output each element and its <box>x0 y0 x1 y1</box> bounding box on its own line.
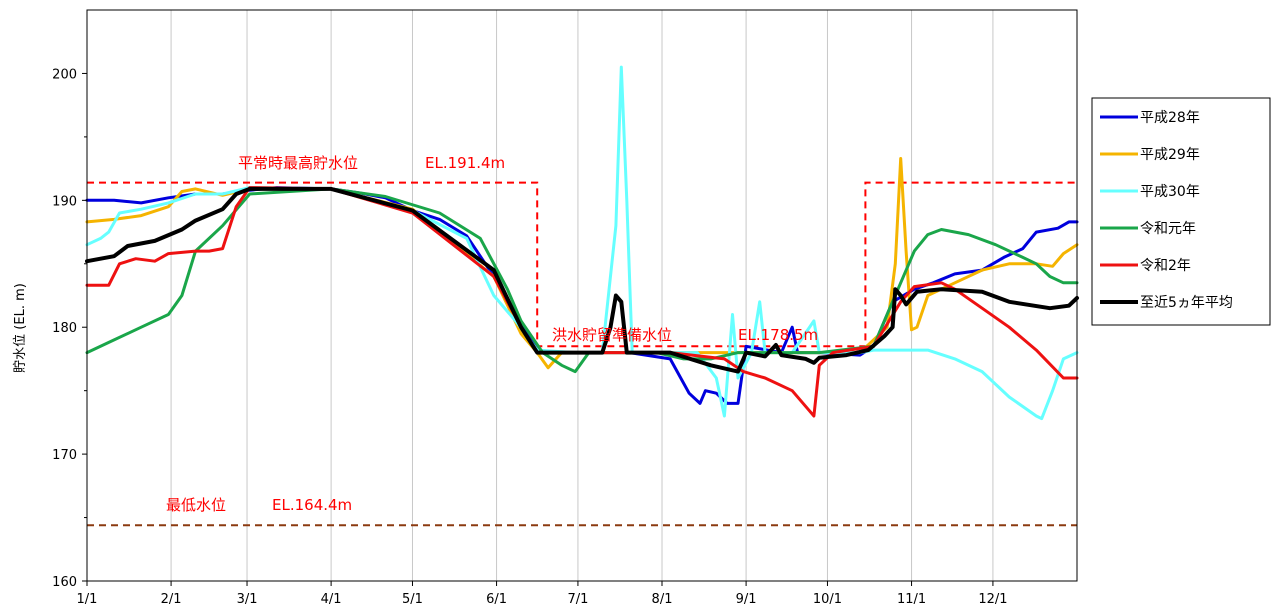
y-tick-label: 160 <box>52 575 77 590</box>
legend-label: 平成29年 <box>1140 147 1200 163</box>
y-axis-label: 貯水位 (EL. m) <box>13 283 28 373</box>
series-line <box>85 157 1079 370</box>
plot-area-frame <box>86 9 1078 582</box>
x-tick-label: 10/1 <box>813 592 842 607</box>
axes: 1/1 2/1 3/1 4/1 5/1 6/1 7/1 8/1 9/1 10/1 11/1 12/1 1… <box>52 67 1007 607</box>
series-lines <box>85 65 1079 421</box>
y-tick-label: 200 <box>52 67 77 82</box>
legend-label: 平成28年 <box>1140 110 1200 126</box>
x-tick-label: 4/1 <box>321 592 342 607</box>
x-tick-label: 9/1 <box>736 592 757 607</box>
series-line <box>85 186 1079 374</box>
x-tick-label: 2/1 <box>161 592 182 607</box>
y-tick-label: 170 <box>52 448 77 463</box>
legend-label: 令和元年 <box>1140 221 1196 237</box>
x-tick-label: 6/1 <box>486 592 507 607</box>
x-tick-label: 3/1 <box>237 592 258 607</box>
flood-prep-level-label: 洪水貯留準備水位 <box>552 326 672 344</box>
normal-max-level-label: 平常時最高貯水位 <box>238 154 358 172</box>
legend-label: 令和2年 <box>1140 258 1191 274</box>
series-line <box>85 187 1079 374</box>
min-level-value: EL.164.4m <box>272 496 352 514</box>
flood-prep-level-value: EL.178.5m <box>738 326 818 344</box>
min-level-label: 最低水位 <box>166 496 226 514</box>
series-line <box>85 65 1079 421</box>
legend-frame <box>1091 97 1271 326</box>
y-tick-label: 180 <box>52 321 77 336</box>
x-tick-label: 5/1 <box>402 592 423 607</box>
x-tick-label: 11/1 <box>897 592 926 607</box>
x-tick-label: 1/1 <box>77 592 98 607</box>
x-tick-label: 7/1 <box>567 592 588 607</box>
grid-lines <box>170 10 994 581</box>
x-tick-label: 12/1 <box>978 592 1007 607</box>
y-tick-label: 190 <box>52 194 77 209</box>
legend-label: 至近5ヵ年平均 <box>1140 295 1233 311</box>
legend-label: 平成30年 <box>1140 184 1200 200</box>
normal-max-level-value: EL.191.4m <box>425 154 505 172</box>
x-tick-label: 8/1 <box>652 592 673 607</box>
series-line <box>85 186 1079 418</box>
